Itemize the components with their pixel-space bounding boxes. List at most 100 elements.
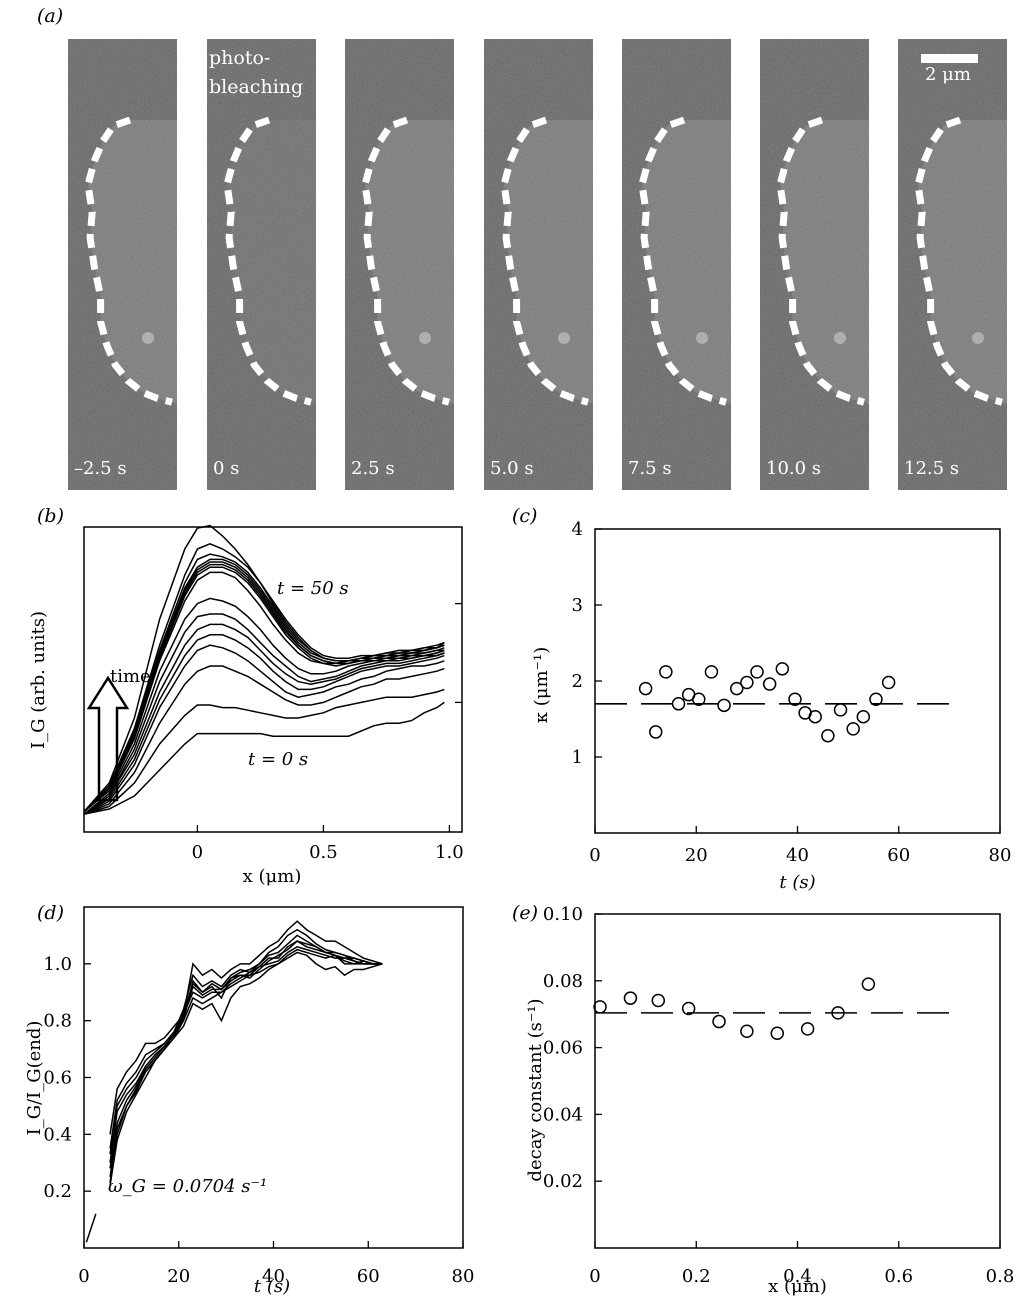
profile-line: [83, 701, 445, 815]
micro-frame: 0 s: [207, 39, 316, 490]
omega-label: ω_G = 0.0704 s⁻¹: [108, 1176, 267, 1197]
chart-c: 0 20 40 60 80 1 2 3 4 t (s) κ (μm⁻¹): [531, 520, 1012, 893]
panel-label-e: (e): [512, 902, 539, 924]
profile-line: [83, 644, 445, 815]
data-point: [692, 692, 706, 706]
y-tick-label: 0.6: [43, 1068, 72, 1089]
micro-frame-noise: [484, 39, 593, 490]
y-axis-label: decay constant (s⁻¹): [525, 998, 546, 1181]
data-point: [730, 681, 744, 696]
recovery-line: [109, 920, 383, 1135]
data-point: [593, 1000, 607, 1014]
x-tick-label: 0.6: [884, 1266, 913, 1287]
data-point: [623, 991, 638, 1005]
micro-frame: 7.5 s: [622, 39, 731, 490]
frame-time-label: 10.0 s: [766, 458, 821, 479]
photobleaching-label-line1: photo-: [209, 47, 271, 69]
plot-frame: [594, 528, 1001, 834]
y-tick-label: 0.2: [43, 1181, 72, 1202]
scale-bar: [921, 54, 978, 63]
frame-time-label: 0 s: [213, 458, 239, 479]
cell-region: [642, 120, 731, 404]
y-tick-label: 0.02: [543, 1171, 583, 1192]
x-tick-label: 0.5: [309, 842, 338, 863]
profile-line: [83, 524, 445, 813]
recovery-line: [109, 951, 383, 1183]
micro-frame-noise: [622, 39, 731, 490]
x-tick-label: 40: [262, 1266, 285, 1287]
x-axis-label: x (μm): [768, 1276, 827, 1297]
data-point: [770, 1026, 784, 1040]
micro-frame: –2.5 s: [68, 39, 177, 490]
data-point: [831, 1006, 845, 1020]
y-tick-label: 4: [572, 520, 583, 540]
y-tick-label: 0.8: [43, 1011, 72, 1032]
data-point: [704, 665, 719, 679]
micro-frame-noise: [68, 39, 177, 490]
recovery-line: [109, 934, 383, 1155]
y-tick-label: 1.0: [43, 954, 72, 975]
x-axis-label: x (μm): [243, 866, 302, 887]
y-tick-label: 0.10: [543, 904, 583, 925]
data-point: [856, 709, 871, 724]
cell-region: [88, 120, 177, 404]
data-point: [638, 681, 653, 696]
cell-outline: [223, 116, 312, 406]
x-tick-label: 80: [989, 845, 1012, 866]
data-point: [651, 993, 666, 1008]
cell-outline: [914, 116, 1003, 406]
chart-b: 0 0.5 1.0 time t = 50 s t = 0 s x (μm) I_G (arb…: [28, 524, 464, 887]
panel-label-d: (d): [37, 902, 64, 924]
panel-label-b: (b): [37, 505, 64, 527]
cell-region: [780, 120, 869, 404]
y-axis-label: I_G/I_G(end): [24, 1021, 45, 1136]
data-point: [762, 677, 777, 691]
data-point: [846, 722, 860, 736]
panel-label-c: (c): [512, 505, 538, 527]
profile-line: [83, 571, 445, 813]
profile-line: [83, 688, 445, 815]
x-tick-label: 40: [786, 845, 809, 866]
y-tick-label: 0.4: [43, 1124, 72, 1145]
x-tick-label: 0: [78, 1266, 89, 1287]
time-label: time: [110, 666, 151, 687]
bright-spot: [834, 332, 846, 344]
data-point: [681, 1001, 696, 1016]
data-point: [881, 675, 896, 690]
time-arrow: [86, 675, 130, 802]
cell-outline: [500, 116, 589, 406]
bright-spot: [419, 332, 431, 344]
data-point: [869, 692, 883, 706]
cell-outline: [84, 116, 173, 406]
panel-label-a: (a): [37, 5, 64, 27]
x-tick-label: 0.8: [986, 1266, 1015, 1287]
data-point: [740, 1024, 754, 1038]
cell-region: [504, 120, 593, 404]
data-point: [740, 675, 754, 690]
frame-time-label: 5.0 s: [490, 458, 534, 479]
y-tick-label: 0.04: [543, 1104, 583, 1125]
x-tick-label: 0: [589, 845, 600, 866]
x-tick-label: 0.4: [783, 1266, 812, 1287]
data-point: [808, 709, 822, 724]
y-axis-label: I_G (arb. units): [28, 611, 49, 749]
micro-frame-noise: [760, 39, 869, 490]
micro-frame-noise: [207, 39, 316, 490]
profile-line: [83, 563, 445, 813]
x-tick-label: 60: [887, 845, 910, 866]
data-point: [775, 662, 790, 676]
data-point: [649, 725, 663, 739]
data-point: [750, 665, 764, 679]
y-tick-label: 0.06: [543, 1038, 583, 1059]
frame-time-label: 2.5 s: [351, 458, 395, 479]
y-tick-label: 1: [572, 747, 583, 768]
photobleaching-label: photo- bleaching: [209, 44, 303, 102]
x-tick-label: 20: [167, 1266, 190, 1287]
micro-frame-noise: [898, 39, 1007, 490]
micro-frame: 5.0 s: [484, 39, 593, 490]
profile-line: [83, 566, 445, 813]
photobleaching-label-line2: bleaching: [209, 76, 304, 98]
x-tick-label: 1.0: [435, 842, 464, 863]
x-tick-label: 0.2: [682, 1266, 711, 1287]
frame-time-label: 7.5 s: [628, 458, 672, 479]
